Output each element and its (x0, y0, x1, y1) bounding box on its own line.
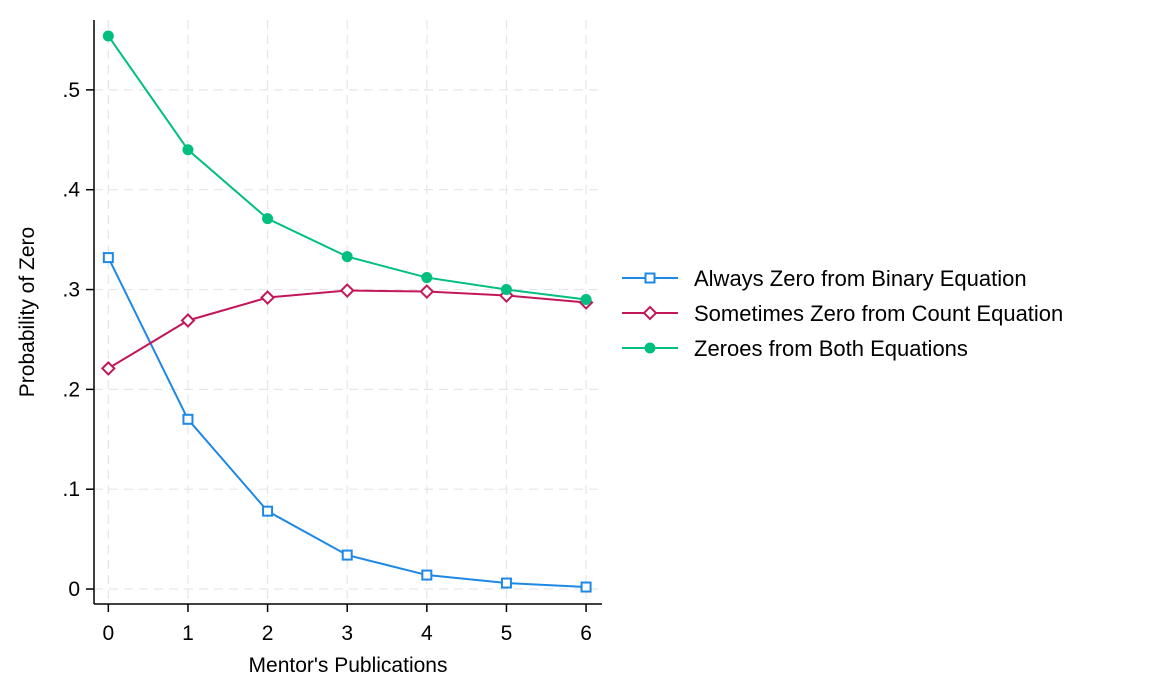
x-tick-label: 6 (580, 622, 592, 645)
data-point (642, 305, 658, 321)
series-0 (102, 252, 592, 593)
data-point (180, 313, 196, 328)
axes (93, 20, 602, 605)
data-point (421, 272, 433, 284)
legend-entry: Always Zero from Binary Equation (622, 266, 1027, 291)
y-tick-label: .4 (62, 179, 80, 202)
series-1 (100, 283, 594, 376)
x-tick-label: 2 (262, 622, 274, 645)
y-tick-label: .2 (62, 378, 80, 401)
data-point (341, 251, 353, 263)
data-point (102, 252, 114, 264)
legend-label: Zeroes from Both Equations (694, 336, 968, 361)
data-point (644, 342, 656, 354)
y-tick-label: .5 (62, 79, 80, 102)
data-point (182, 144, 194, 156)
data-point (262, 505, 274, 517)
x-tick-label: 1 (182, 622, 194, 645)
y-ticks: 0 .1 .2 .3 .4 .5 (62, 79, 94, 601)
x-tick-label: 3 (341, 622, 353, 645)
y-tick-label: .3 (62, 279, 80, 302)
data-point (644, 272, 656, 284)
data-point (102, 30, 114, 42)
series-2 (102, 30, 592, 306)
y-tick-label: .1 (62, 478, 80, 501)
series (100, 30, 594, 593)
data-point (421, 569, 433, 581)
y-axis-title: Probability of Zero (16, 227, 39, 397)
x-tick-label: 5 (501, 622, 513, 645)
data-point (419, 284, 435, 299)
legend-entry: Zeroes from Both Equations (622, 336, 968, 361)
data-point (339, 283, 355, 298)
legend-entry: Sometimes Zero from Count Equation (622, 301, 1063, 326)
data-point (500, 284, 512, 296)
data-point (500, 577, 512, 589)
data-point (580, 294, 592, 306)
legend-label: Always Zero from Binary Equation (694, 266, 1027, 291)
legend: Always Zero from Binary Equation Sometime… (622, 266, 1063, 361)
x-axis-title: Mentor's Publications (249, 654, 448, 677)
grid (94, 20, 602, 604)
x-ticks: 0 1 2 3 4 5 6 (102, 604, 592, 645)
y-tick-label: 0 (68, 578, 80, 601)
data-point (262, 213, 274, 225)
x-tick-label: 4 (421, 622, 433, 645)
data-point (182, 413, 194, 425)
data-point (100, 360, 116, 376)
legend-label: Sometimes Zero from Count Equation (694, 301, 1063, 326)
data-point (260, 290, 275, 305)
data-point (341, 549, 353, 561)
data-point (580, 581, 592, 593)
x-tick-label: 0 (102, 622, 114, 645)
